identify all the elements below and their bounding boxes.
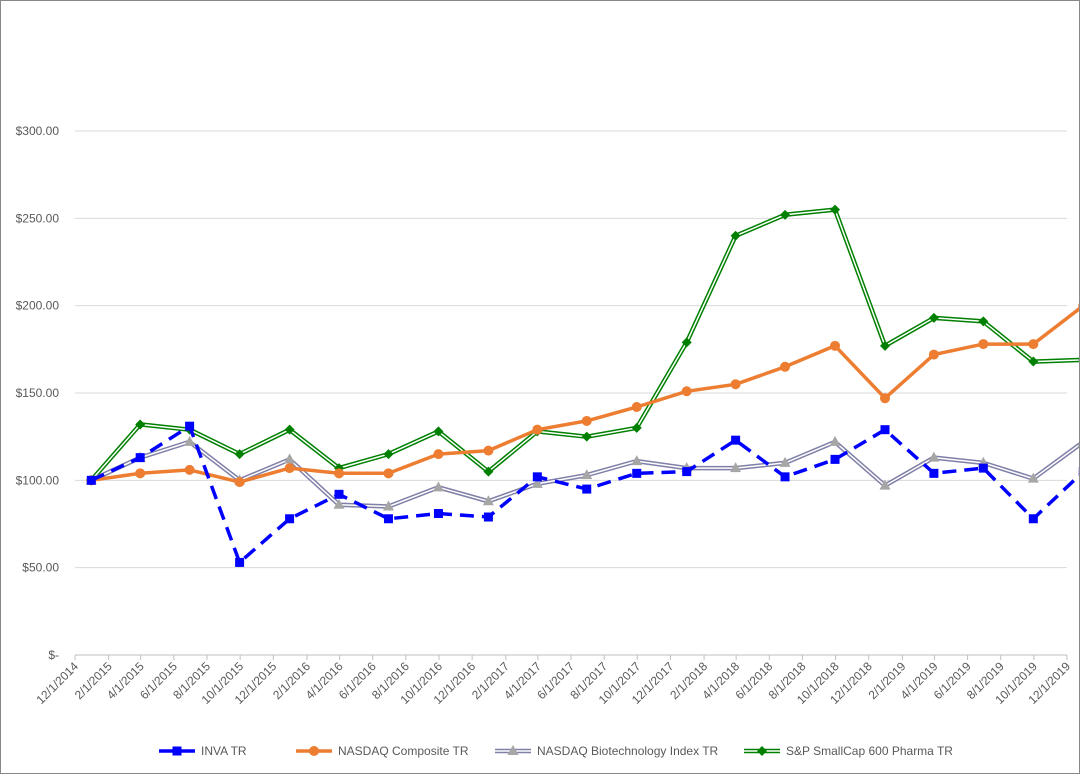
nasdaq-biotech-tr-point <box>284 453 295 463</box>
sp-smallcap-pharma-tr-point <box>1078 355 1079 365</box>
nasdaq-composite-tr-point <box>135 468 145 478</box>
inva-tr-point <box>384 514 393 523</box>
inva-tr-point <box>731 436 740 445</box>
inva-tr-point <box>533 472 542 481</box>
y-tick-label: $300.00 <box>16 124 60 138</box>
y-axis: $- $50.00 $100.00 $150.00 $200.00 $250.00 $300… <box>16 124 60 662</box>
nasdaq-composite-tr-point <box>929 350 939 360</box>
y-tick-label: $- <box>48 648 59 662</box>
inva-tr-point <box>335 490 344 499</box>
inva-tr-line <box>91 426 1079 562</box>
legend-nasdaq-composite-tr-marker <box>309 746 319 756</box>
nasdaq-composite-tr-point <box>682 386 692 396</box>
legend-label: S&P SmallCap 600 Pharma TR <box>786 744 953 758</box>
inva-tr-point <box>881 425 890 434</box>
nasdaq-composite-tr-point <box>731 379 741 389</box>
legend-label: INVA TR <box>201 744 247 758</box>
legend-inva-tr-marker <box>173 747 182 756</box>
nasdaq-composite-tr-point <box>433 449 443 459</box>
y-tick-label: $150.00 <box>16 386 60 400</box>
y-tick-label: $50.00 <box>22 561 59 575</box>
nasdaq-composite-tr-point <box>483 446 493 456</box>
inva-tr-point <box>87 476 96 485</box>
nasdaq-composite-tr-point <box>780 362 790 372</box>
inva-tr-point <box>235 558 244 567</box>
nasdaq-composite-tr-point <box>978 339 988 349</box>
y-tick-label: $250.00 <box>16 211 60 225</box>
inva-tr-point <box>682 467 691 476</box>
nasdaq-composite-tr-point <box>383 468 393 478</box>
nasdaq-biotech-tr-point <box>830 436 841 446</box>
inva-tr-point <box>1029 514 1038 523</box>
series-inva-tr <box>87 422 1079 567</box>
legend-item-nasdaq-biotech-tr: NASDAQ Biotechnology Index TR <box>495 744 719 758</box>
nasdaq-composite-tr-point <box>532 425 542 435</box>
legend-label: NASDAQ Biotechnology Index TR <box>537 744 719 758</box>
y-tick-label: $200.00 <box>16 299 60 313</box>
nasdaq-composite-tr-point <box>830 341 840 351</box>
inva-tr-point <box>185 422 194 431</box>
x-tick-label: 12/1/2014 <box>33 659 81 707</box>
series-sp-smallcap-pharma-tr <box>86 205 1079 486</box>
nasdaq-composite-tr-point <box>880 393 890 403</box>
series-layer <box>86 205 1079 567</box>
nasdaq-composite-tr-point <box>285 463 295 473</box>
legend-sp-smallcap-pharma-tr-marker <box>757 746 767 756</box>
inva-tr-point <box>979 464 988 473</box>
nasdaq-composite-tr-point <box>632 402 642 412</box>
inva-tr-point <box>434 509 443 518</box>
nasdaq-composite-tr-point <box>235 477 245 487</box>
nasdaq-composite-tr-point <box>582 416 592 426</box>
x-axis: 12/1/20142/1/20154/1/20156/1/20158/1/201… <box>33 655 1073 707</box>
legend-item-inva-tr: INVA TR <box>159 744 247 758</box>
legend-item-nasdaq-composite-tr: NASDAQ Composite TR <box>296 744 469 758</box>
inva-tr-point <box>582 485 591 494</box>
sp-smallcap-pharma-tr-point <box>582 432 592 442</box>
inva-tr-point <box>285 514 294 523</box>
nasdaq-composite-tr-point <box>334 468 344 478</box>
nasdaq-composite-tr-point <box>185 465 195 475</box>
gridlines <box>75 131 1067 568</box>
inva-tr-point <box>632 469 641 478</box>
y-tick-label: $100.00 <box>16 473 60 487</box>
inva-tr-point <box>831 455 840 464</box>
nasdaq-composite-tr-point <box>1028 339 1038 349</box>
inva-tr-point <box>484 513 493 522</box>
legend-item-sp-smallcap-pharma-tr: S&P SmallCap 600 Pharma TR <box>744 744 953 758</box>
inva-tr-point <box>929 469 938 478</box>
inva-tr-point <box>136 453 145 462</box>
legend-label: NASDAQ Composite TR <box>338 744 469 758</box>
legend: INVA TR NASDAQ Composite TR NASDAQ Biotech… <box>159 744 953 758</box>
inva-tr-point <box>781 472 790 481</box>
